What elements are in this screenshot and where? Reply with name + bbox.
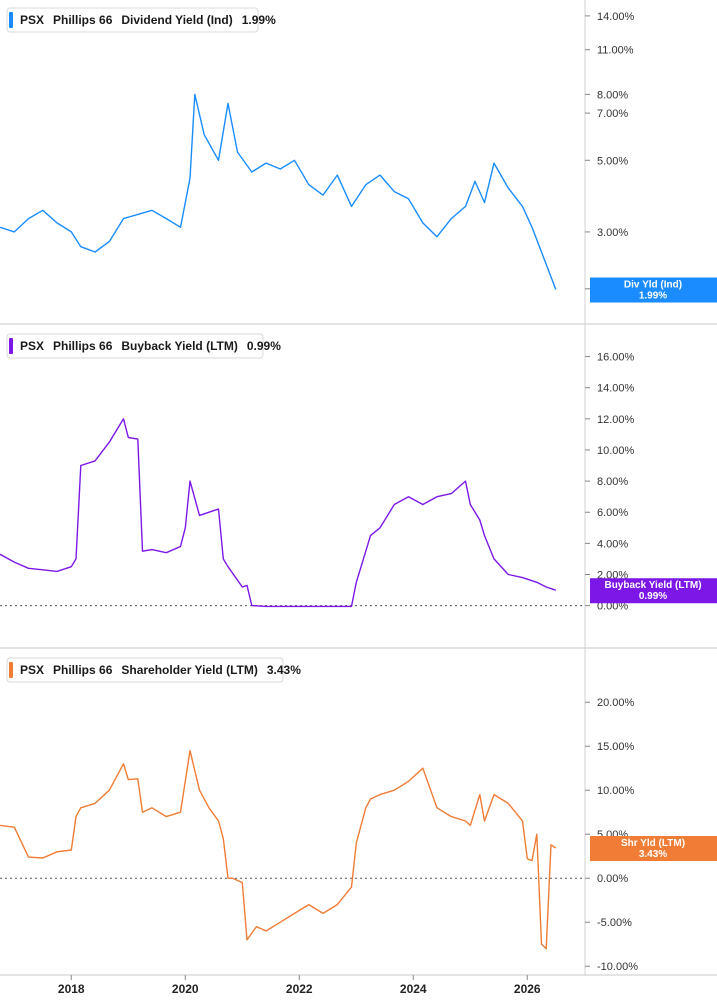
- y-tick-label: 6.00%: [597, 507, 628, 519]
- badge-background: [590, 836, 717, 862]
- legend-company: Phillips 66: [53, 663, 113, 677]
- legend-box: [6, 7, 259, 33]
- legend-company: Phillips 66: [53, 13, 113, 27]
- x-tick-label: 2018: [58, 982, 85, 996]
- chart-panel-1: 14.00%11.00%8.00%7.00%5.00%3.00%2.00%PSX…: [0, 7, 717, 303]
- y-tick-label: 11.00%: [597, 45, 634, 57]
- legend: PSX Phillips 66 Dividend Yield (Ind) 1.99%: [6, 7, 276, 33]
- y-tick-label: 0.00%: [597, 601, 628, 613]
- badge-label: Div Yld (Ind): [624, 280, 682, 291]
- legend-metric: Shareholder Yield (LTM): [121, 663, 257, 677]
- legend-box: [6, 333, 264, 359]
- legend: PSX Phillips 66 Buyback Yield (LTM) 0.99%: [6, 333, 281, 359]
- legend-label: PSX Phillips 66 Buyback Yield (LTM) 0.99%: [20, 339, 281, 353]
- legend-label: PSX Phillips 66 Shareholder Yield (LTM) 3.4…: [20, 663, 301, 677]
- x-tick-label: 2022: [286, 982, 313, 996]
- x-tick-label: 2024: [400, 982, 427, 996]
- badge-label: Shr Yld (LTM): [621, 838, 685, 849]
- legend-box: [6, 657, 284, 683]
- badge-value: 3.43%: [639, 849, 667, 860]
- y-tick-label: 14.00%: [597, 383, 635, 395]
- y-tick-label: 5.00%: [597, 155, 628, 167]
- legend-swatch: [9, 12, 13, 28]
- y-tick-label: 12.00%: [597, 414, 635, 426]
- y-tick-label: 10.00%: [597, 445, 635, 457]
- badge-label: Buyback Yield (LTM): [604, 580, 701, 591]
- chart-panel-3: 20.00%15.00%10.00%5.00%0.00%-5.00%-10.00…: [0, 657, 717, 973]
- legend-metric: Buyback Yield (LTM): [121, 339, 237, 353]
- legend-swatch: [9, 338, 13, 354]
- legend-ticker: PSX: [20, 339, 44, 353]
- legend-value: 0.99%: [247, 339, 281, 353]
- legend-company: Phillips 66: [53, 339, 113, 353]
- legend-label: PSX Phillips 66 Dividend Yield (Ind) 1.99%: [20, 13, 276, 27]
- y-tick-label: 8.00%: [597, 476, 628, 488]
- y-tick-label: 20.00%: [597, 697, 635, 709]
- legend: PSX Phillips 66 Shareholder Yield (LTM) 3.4…: [6, 657, 301, 683]
- y-tick-label: -10.00%: [597, 961, 638, 973]
- badge-value: 1.99%: [639, 291, 667, 302]
- x-tick-label: 2026: [514, 982, 541, 996]
- last-value-badge: Div Yld (Ind)1.99%: [590, 277, 717, 303]
- legend-value: 3.43%: [267, 663, 301, 677]
- badge-background: [590, 277, 717, 303]
- y-tick-label: 14.00%: [597, 11, 635, 23]
- badge-value: 0.99%: [639, 591, 667, 602]
- legend-ticker: PSX: [20, 13, 44, 27]
- y-tick-label: 10.00%: [597, 785, 635, 797]
- legend-value: 1.99%: [242, 13, 276, 27]
- y-tick-label: 4.00%: [597, 538, 628, 550]
- legend-ticker: PSX: [20, 663, 44, 677]
- badge-background: [590, 578, 717, 604]
- chart-panel-2: 16.00%14.00%12.00%10.00%8.00%6.00%4.00%2…: [0, 333, 717, 613]
- last-value-badge: Buyback Yield (LTM)0.99%: [590, 578, 717, 604]
- y-tick-label: 3.00%: [597, 227, 628, 239]
- y-tick-label: 0.00%: [597, 873, 628, 885]
- series-line: [0, 749, 557, 950]
- y-tick-label: 7.00%: [597, 108, 628, 120]
- y-tick-label: 15.00%: [597, 741, 635, 753]
- x-axis: 2018 2020 2022 2024 2026: [58, 975, 541, 996]
- series-line: [0, 418, 557, 608]
- legend-metric: Dividend Yield (Ind): [121, 13, 232, 27]
- series-line: [0, 93, 557, 290]
- y-tick-label: -5.00%: [597, 917, 632, 929]
- last-value-badge: Shr Yld (LTM)3.43%: [590, 836, 717, 862]
- y-tick-label: 16.00%: [597, 352, 635, 364]
- x-tick-label: 2020: [172, 982, 199, 996]
- y-tick-label: 8.00%: [597, 89, 628, 101]
- legend-swatch: [9, 662, 13, 678]
